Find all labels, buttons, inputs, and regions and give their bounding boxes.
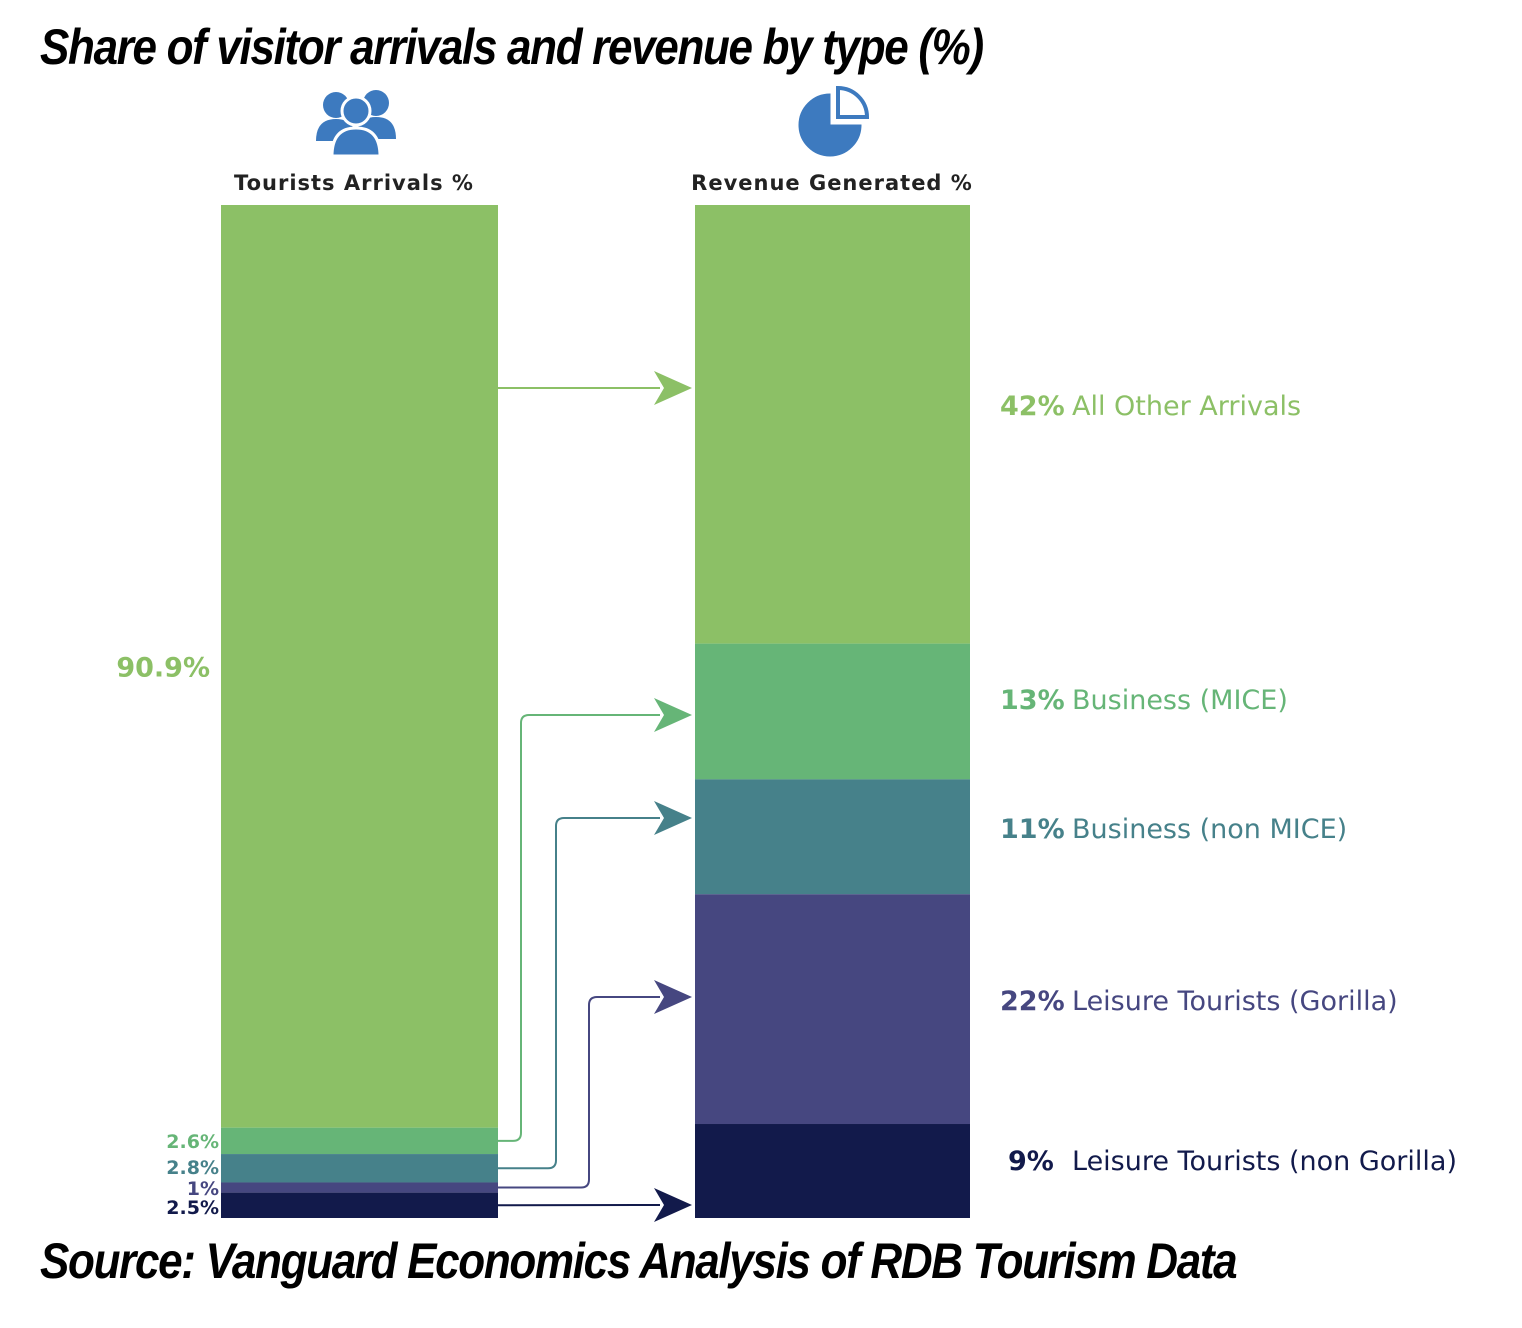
arrivals-bar-business-mice <box>221 1127 498 1155</box>
arrivals-bar-business-non-mice <box>221 1154 498 1183</box>
arrivals-column-header: Tourists Arrivals % <box>234 171 474 195</box>
arrivals-label-business-non-mice: 2.8% <box>166 1157 219 1179</box>
revenue-bar-leisure-tourists-gorilla <box>695 894 970 1125</box>
revenue-category-leisure-tourists-non-gorilla: Leisure Tourists (non Gorilla) <box>1072 1146 1457 1177</box>
revenue-bar-business-non-mice <box>695 779 970 895</box>
revenue-label-business-non-mice: 11% Business (non MICE) <box>1000 814 1347 845</box>
people-group-icon <box>316 90 396 158</box>
connector-arrow-leisure-tourists-gorilla <box>498 980 692 1189</box>
revenue-label-all-other-arrivals: 42% All Other Arrivals <box>1000 391 1301 422</box>
revenue-category-business-mice: Business (MICE) <box>1072 685 1288 716</box>
arrivals-bar-leisure-tourists-non-gorilla <box>221 1192 498 1218</box>
connector-arrow-business-non-mice <box>498 801 692 1170</box>
arrivals-label-leisure-tourists-gorilla: 1% <box>187 1178 219 1200</box>
revenue-bar-leisure-tourists-non-gorilla <box>695 1124 970 1218</box>
arrivals-label-all-other-arrivals: 90.9% <box>116 652 210 683</box>
connector-arrow-leisure-tourists-non-gorilla <box>497 1188 692 1222</box>
pie-chart-icon <box>798 85 870 157</box>
revenue-pct-business-non-mice: 11% <box>1000 814 1065 845</box>
revenue-bar-all-other-arrivals <box>695 205 970 644</box>
revenue-category-business-non-mice: Business (non MICE) <box>1072 814 1347 845</box>
revenue-category-leisure-tourists-gorilla: Leisure Tourists (Gorilla) <box>1072 986 1398 1017</box>
arrivals-label-leisure-tourists-non-gorilla: 2.5% <box>166 1197 219 1219</box>
chart-title: Share of visitor arrivals and revenue by… <box>40 19 984 75</box>
connector-arrow-all-other-arrivals <box>498 371 692 405</box>
revenue-label-leisure-tourists-non-gorilla: 9% Leisure Tourists (non Gorilla) <box>1008 1146 1457 1177</box>
arrivals-label-business-mice: 2.6% <box>166 1131 219 1153</box>
revenue-pct-all-other-arrivals: 42% <box>1000 391 1065 422</box>
connector-arrow-business-mice <box>498 698 692 1142</box>
revenue-pct-leisure-tourists-non-gorilla: 9% <box>1008 1146 1054 1177</box>
revenue-bar-business-mice <box>695 643 970 780</box>
arrivals-bar-all-other-arrivals <box>221 205 498 1128</box>
revenue-column-header: Revenue Generated % <box>691 171 973 195</box>
revenue-category-all-other-arrivals: All Other Arrivals <box>1072 391 1301 422</box>
revenue-label-business-mice: 13% Business (MICE) <box>1000 685 1288 716</box>
revenue-label-leisure-tourists-gorilla: 22% Leisure Tourists (Gorilla) <box>1000 986 1398 1017</box>
revenue-pct-business-mice: 13% <box>1000 685 1065 716</box>
revenue-pct-leisure-tourists-gorilla: 22% <box>1000 986 1065 1017</box>
source-note: Source: Vanguard Economics Analysis of R… <box>40 1233 1238 1289</box>
arrivals-bar-leisure-tourists-gorilla <box>221 1182 498 1193</box>
